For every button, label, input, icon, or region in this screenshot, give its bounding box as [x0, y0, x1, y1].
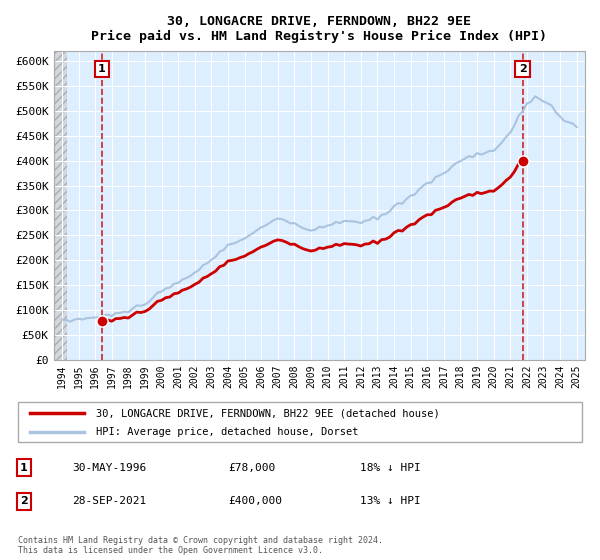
Text: 30-MAY-1996: 30-MAY-1996	[72, 463, 146, 473]
Text: 18% ↓ HPI: 18% ↓ HPI	[360, 463, 421, 473]
Text: £78,000: £78,000	[228, 463, 275, 473]
Text: 28-SEP-2021: 28-SEP-2021	[72, 496, 146, 506]
Text: HPI: Average price, detached house, Dorset: HPI: Average price, detached house, Dors…	[96, 427, 359, 437]
Text: 13% ↓ HPI: 13% ↓ HPI	[360, 496, 421, 506]
Text: 1: 1	[20, 463, 28, 473]
Text: 2: 2	[518, 64, 526, 74]
FancyBboxPatch shape	[18, 402, 582, 442]
Text: 30, LONGACRE DRIVE, FERNDOWN, BH22 9EE (detached house): 30, LONGACRE DRIVE, FERNDOWN, BH22 9EE (…	[96, 408, 440, 418]
Text: £400,000: £400,000	[228, 496, 282, 506]
Text: 2: 2	[20, 496, 28, 506]
Text: Contains HM Land Registry data © Crown copyright and database right 2024.
This d: Contains HM Land Registry data © Crown c…	[18, 535, 383, 555]
Text: 1: 1	[98, 64, 106, 74]
Bar	[53, 51, 67, 360]
Title: 30, LONGACRE DRIVE, FERNDOWN, BH22 9EE
Price paid vs. HM Land Registry's House P: 30, LONGACRE DRIVE, FERNDOWN, BH22 9EE P…	[91, 15, 547, 43]
